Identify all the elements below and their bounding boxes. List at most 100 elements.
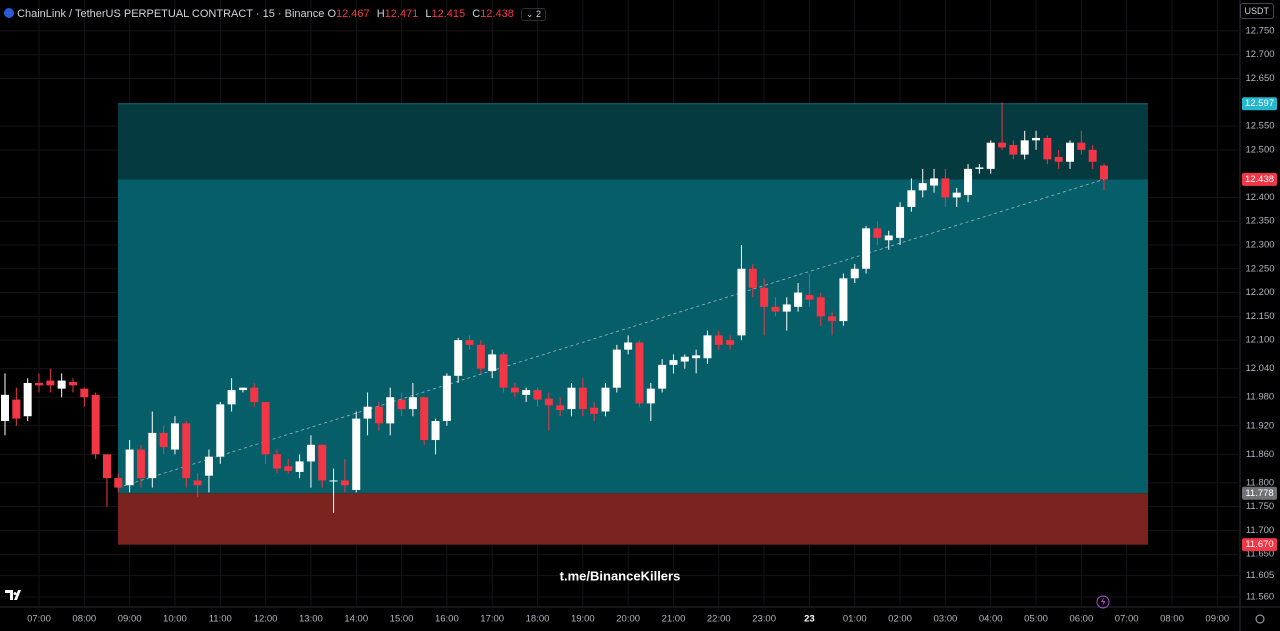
indicator-toggle[interactable]: ⌄ 2: [520, 8, 546, 21]
candle-body: [839, 278, 848, 322]
candle-body: [431, 420, 440, 441]
candle-body: [1054, 156, 1063, 162]
ohlc-value: 12.438: [480, 8, 514, 20]
candle-body: [386, 397, 395, 424]
candle-body: [454, 340, 463, 376]
y-tick-label: 12.500: [1245, 144, 1274, 155]
candle-body: [941, 178, 950, 198]
currency-button[interactable]: USDT: [1239, 3, 1274, 19]
candle-body: [363, 406, 372, 419]
y-tick-label: 12.700: [1245, 49, 1274, 60]
candle-body: [204, 456, 213, 476]
candle-body: [692, 355, 701, 359]
candle-body: [669, 360, 678, 365]
watermark: t.me/BinanceKillers: [560, 568, 681, 583]
candle-body: [136, 449, 145, 479]
price-label: 12.438: [1245, 174, 1274, 185]
candle-body: [272, 454, 281, 469]
candle-body: [918, 183, 927, 191]
candle-body: [635, 342, 644, 404]
x-tick-label: 09:00: [1205, 614, 1229, 625]
y-tick-label: 12.350: [1245, 216, 1274, 227]
y-tick-label: 12.100: [1245, 335, 1274, 346]
symbol: ChainLink / TetherUS PERPETUAL CONTRACT …: [17, 8, 325, 20]
x-tick-label: 21:00: [662, 614, 686, 625]
candle-body: [1088, 149, 1097, 162]
y-tick-label: 12.040: [1245, 363, 1274, 374]
candle-body: [964, 168, 973, 196]
candle-body: [510, 387, 519, 393]
candle-body: [601, 387, 610, 412]
candle-body: [998, 142, 1007, 148]
candle-body: [1043, 137, 1052, 160]
x-tick-label: 04:00: [979, 614, 1003, 625]
x-tick-label: 06:00: [1069, 614, 1093, 625]
candle-body: [680, 356, 689, 362]
candle-body: [374, 406, 383, 424]
candle-body: [57, 380, 66, 389]
x-tick-label: 16:00: [435, 614, 459, 625]
zone: [118, 179, 1148, 494]
header: ChainLink / TetherUS PERPETUAL CONTRACT …: [4, 4, 546, 21]
x-tick-label: 08:00: [72, 614, 96, 625]
candle-body: [68, 381, 77, 386]
y-tick-label: 11.800: [1246, 477, 1274, 488]
candle-body: [488, 354, 497, 372]
candle-body: [930, 178, 939, 186]
candle-body: [250, 387, 259, 402]
candle-body: [556, 405, 565, 411]
x-tick-label: 12:00: [254, 614, 278, 625]
candle-body: [884, 235, 893, 241]
x-tick-label: 20:00: [616, 614, 640, 625]
x-tick-label: 11:00: [209, 614, 232, 625]
candle-body: [340, 480, 349, 486]
candle-body: [975, 167, 984, 169]
candle-body: [352, 418, 361, 490]
candle-body: [873, 228, 882, 238]
ohlc-letter: C: [472, 8, 481, 20]
candle-body: [125, 449, 134, 486]
candle-body: [159, 432, 168, 448]
candle-body: [34, 382, 43, 386]
candle-body: [295, 461, 304, 472]
candle-body: [420, 397, 429, 441]
candle-body: [1009, 145, 1018, 155]
candle-body: [850, 268, 859, 279]
candle-body: [896, 206, 905, 238]
candle-body: [828, 316, 837, 322]
candle-body: [465, 340, 474, 345]
candle-body: [1077, 142, 1086, 150]
x-tick-label: 07:00: [27, 614, 51, 625]
alert-icon: [1096, 595, 1110, 609]
x-tick-label: 08:00: [1160, 614, 1184, 625]
candle-body: [578, 387, 587, 410]
candle-body: [216, 404, 225, 457]
candle-body: [238, 387, 247, 391]
y-tick-label: 12.150: [1245, 311, 1274, 322]
candle-body: [703, 335, 712, 359]
candle-body: [794, 292, 803, 307]
indicator-count: 2: [535, 9, 541, 19]
candle-body: [522, 390, 531, 395]
y-tick-label: 11.860: [1246, 449, 1274, 460]
candle-body: [760, 287, 769, 307]
candle-body: [544, 398, 553, 406]
candle-body: [284, 466, 293, 471]
candle-body: [1, 394, 9, 421]
x-tick-label: 19:00: [571, 614, 595, 625]
zone: [118, 103, 1148, 180]
candle-body: [476, 344, 485, 369]
y-tick-label: 12.200: [1245, 287, 1274, 298]
candle-body: [952, 192, 961, 198]
x-tick-label: 07:00: [1115, 614, 1139, 625]
x-tick-label: 05:00: [1024, 614, 1048, 625]
x-tick-label: 03:00: [933, 614, 957, 625]
candle-body: [624, 342, 633, 350]
candle-body: [612, 349, 621, 388]
y-tick-label: 12.550: [1245, 121, 1274, 132]
price-label-bg: [1242, 486, 1277, 500]
candle-body: [1032, 137, 1041, 141]
y-tick-label: 11.560: [1246, 592, 1274, 603]
ohlc-letter: H: [376, 8, 385, 20]
candle-body: [442, 375, 451, 421]
